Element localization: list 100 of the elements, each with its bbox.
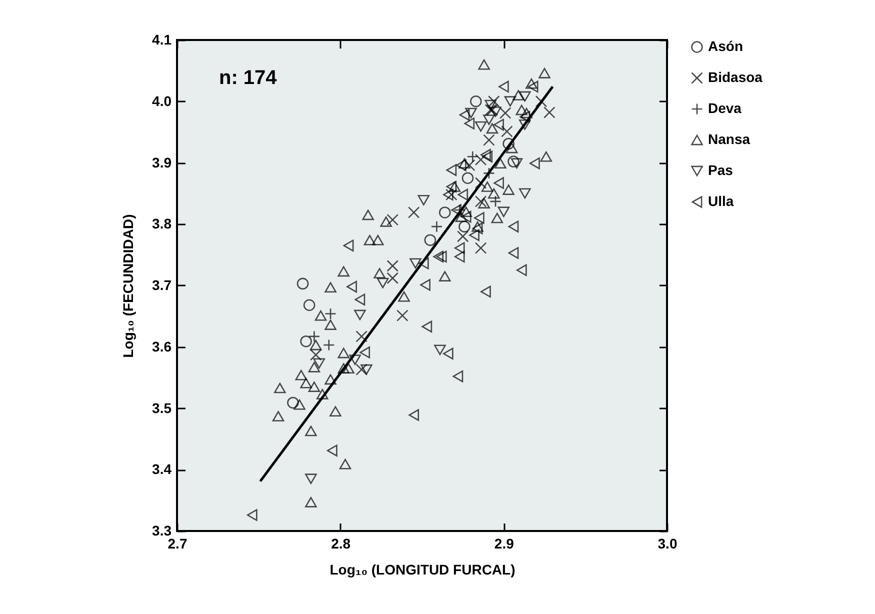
x-tick-label: 2.9 (494, 536, 514, 552)
point (296, 278, 309, 290)
point (324, 320, 336, 330)
point (502, 138, 514, 150)
y-tick-label: 3.8 (152, 216, 172, 232)
point (346, 280, 357, 293)
point (490, 106, 502, 117)
x-tick-label: 2.8 (331, 536, 351, 552)
point (451, 204, 462, 216)
point (472, 222, 483, 234)
point (508, 247, 519, 259)
point (330, 406, 342, 417)
point (295, 370, 308, 380)
point (480, 286, 491, 298)
x-tick-label: 3.0 (658, 536, 678, 552)
point (512, 90, 524, 100)
point (360, 346, 370, 358)
point (472, 221, 484, 232)
point (460, 210, 472, 223)
point (474, 154, 487, 166)
point (339, 458, 352, 470)
point (438, 206, 451, 218)
point (519, 120, 531, 130)
point (287, 396, 299, 409)
annotation: n: 174 (219, 67, 278, 89)
point (488, 95, 500, 108)
point (424, 234, 436, 246)
point (478, 59, 490, 70)
point (458, 158, 470, 169)
point (474, 196, 487, 208)
point (308, 382, 320, 392)
point (360, 364, 372, 375)
point (494, 118, 504, 131)
point (338, 363, 350, 374)
y-tick-label: 4.1 (152, 32, 172, 48)
point (465, 108, 477, 118)
y-tick-label: 3.5 (152, 400, 172, 416)
point (504, 96, 516, 107)
point (386, 214, 398, 226)
point (508, 156, 520, 168)
point (526, 78, 538, 89)
x-axis-title: Log₁₀ (LONGITUD FURCAL) (330, 562, 516, 578)
point (538, 68, 550, 78)
point (464, 118, 475, 130)
y-axis-title: Log₁₀ (FECUNDIDAD) (120, 214, 136, 358)
point (300, 378, 312, 388)
point (418, 195, 430, 206)
point (470, 95, 482, 108)
legend-label: Nansa (708, 131, 750, 147)
point (316, 388, 328, 400)
point (458, 188, 468, 201)
point (308, 362, 320, 372)
point (354, 294, 366, 306)
point (494, 177, 504, 189)
point (510, 158, 523, 169)
point (516, 264, 527, 276)
point (540, 151, 552, 162)
point (294, 399, 306, 410)
point (446, 180, 457, 193)
point (305, 474, 317, 484)
point (452, 370, 464, 382)
point (356, 330, 368, 342)
point (310, 340, 322, 350)
point (474, 212, 484, 224)
point (491, 212, 504, 224)
point (323, 339, 335, 351)
point (374, 268, 386, 278)
point (528, 80, 538, 93)
point (349, 354, 361, 365)
y-tick-label: 3.7 (152, 277, 172, 293)
point (422, 320, 432, 333)
point (305, 496, 317, 508)
point (460, 206, 472, 218)
legend-label: Deva (708, 100, 742, 116)
point (372, 234, 384, 246)
point (313, 358, 325, 369)
point (310, 348, 322, 361)
point (324, 308, 336, 320)
point (458, 220, 470, 232)
point (410, 258, 422, 269)
point (498, 80, 509, 93)
point (520, 108, 532, 118)
point (442, 348, 454, 360)
point (356, 364, 368, 376)
point (448, 181, 461, 192)
point (483, 134, 495, 146)
point (376, 278, 389, 288)
point (520, 110, 530, 123)
point (446, 188, 458, 201)
point (446, 164, 457, 176)
y-tick-label: 3.9 (152, 154, 172, 170)
point (305, 426, 317, 436)
point (484, 100, 496, 110)
point (456, 159, 466, 172)
point (386, 260, 398, 272)
point (436, 250, 447, 263)
point (474, 121, 487, 132)
point (418, 258, 429, 270)
point (338, 348, 350, 358)
point (324, 282, 336, 293)
